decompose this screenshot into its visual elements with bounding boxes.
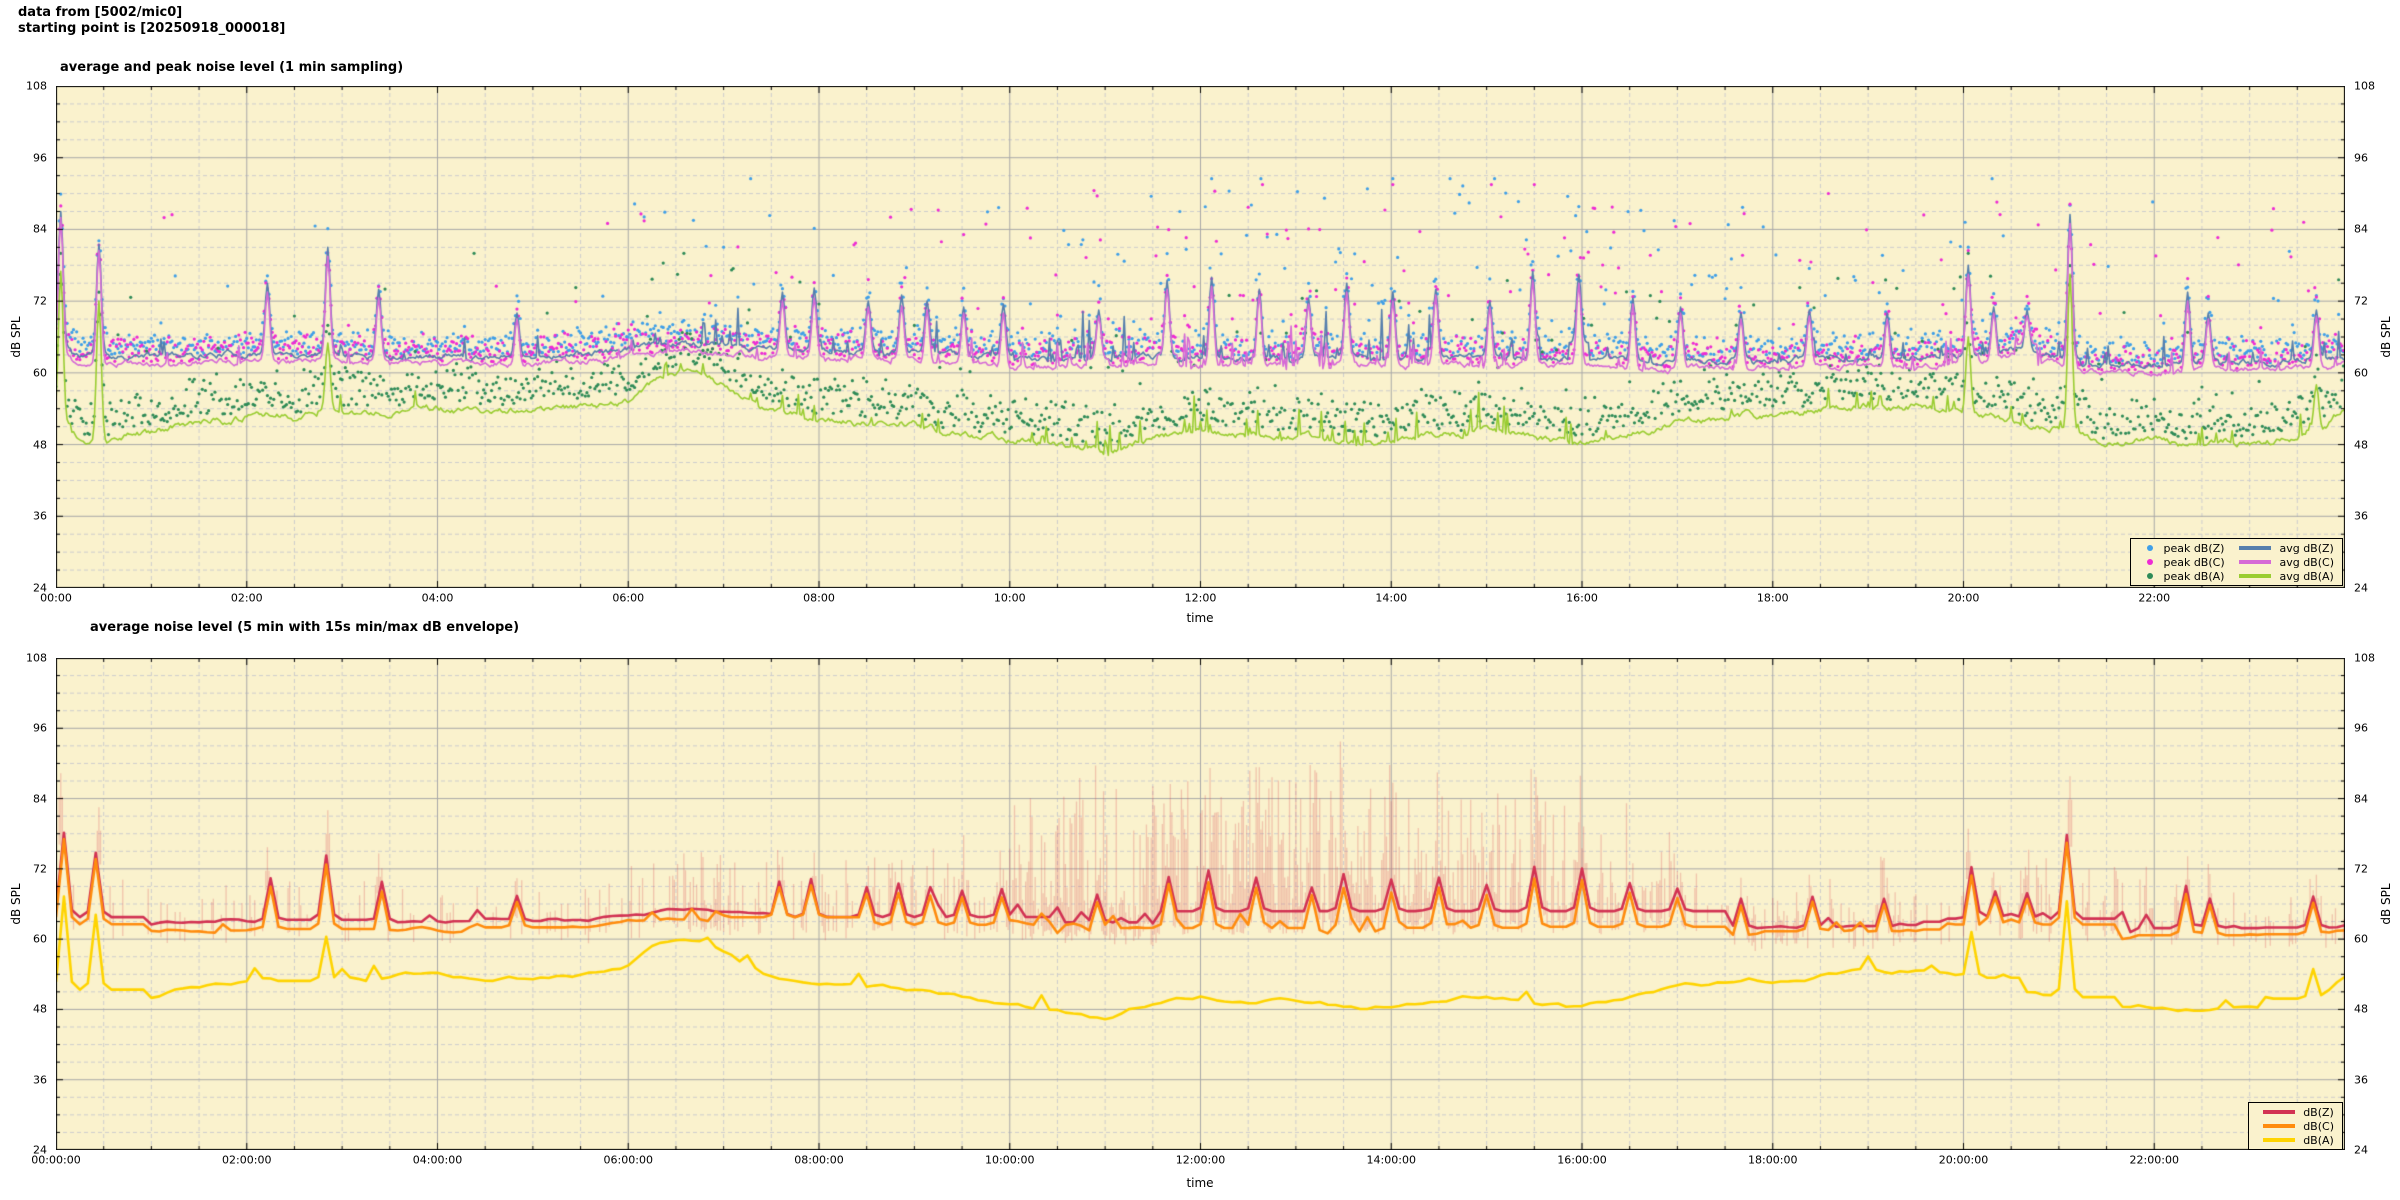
legend-line-marker — [2263, 1124, 2296, 1128]
legend-row: peak dB(Z) avg dB(Z) — [2139, 541, 2334, 555]
legend-line-marker — [2263, 1138, 2296, 1142]
top-chart-xlabel: time — [1186, 611, 1214, 625]
legend-line-marker — [2239, 546, 2272, 550]
y-tick-label-left: 84 — [33, 792, 47, 806]
bottom-chart-canvas — [56, 658, 2345, 1150]
y-tick-label-left: 36 — [33, 1073, 47, 1087]
x-tick-label: 04:00 — [421, 591, 454, 605]
y-tick-label-right: 72 — [2354, 862, 2368, 876]
y-tick-label-right: 24 — [2354, 581, 2368, 595]
y-tick-label-left: 72 — [33, 862, 47, 876]
legend-row: peak dB(A) avg dB(A) — [2139, 569, 2334, 583]
bottom-chart-xlabel: time — [1186, 1176, 1214, 1190]
legend-entry-label: dB(C) — [2303, 1119, 2334, 1133]
x-tick-label: 02:00:00 — [222, 1153, 272, 1167]
legend-row: dB(C) — [2257, 1119, 2334, 1133]
y-tick-label-left: 60 — [33, 366, 47, 380]
bottom-chart-ylabel-left: dB SPL — [9, 883, 23, 925]
y-tick-label-right: 108 — [2354, 79, 2375, 93]
legend-entry-label: peak dB(A) — [2163, 569, 2225, 583]
y-tick-label-right: 24 — [2354, 1143, 2368, 1157]
x-tick-label: 00:00 — [40, 591, 72, 605]
x-tick-label: 22:00:00 — [2129, 1153, 2179, 1167]
legend-entry-label: avg dB(Z) — [2279, 541, 2334, 555]
bottom-chart-ylabel-right: dB SPL — [2379, 883, 2393, 925]
y-tick-label-left: 96 — [33, 151, 47, 165]
legend-dot-marker — [2147, 559, 2154, 565]
x-tick-label: 00:00:00 — [31, 1153, 81, 1167]
y-tick-label-right: 96 — [2354, 151, 2368, 165]
header-line-1: data from [5002/mic0] — [18, 5, 183, 20]
bottom-chart-legend: dB(Z) dB(C) dB(A) — [2248, 1102, 2343, 1150]
legend-entry-label: peak dB(C) — [2163, 555, 2225, 569]
x-tick-label: 16:00:00 — [1557, 1153, 1607, 1167]
x-tick-label: 16:00 — [1566, 591, 1598, 605]
top-chart-ylabel-left: dB SPL — [9, 316, 23, 358]
top-chart-canvas — [56, 86, 2345, 588]
y-tick-label-right: 84 — [2354, 222, 2368, 236]
x-tick-label: 08:00:00 — [794, 1153, 844, 1167]
legend-dot-marker — [2147, 573, 2154, 579]
x-tick-label: 14:00:00 — [1366, 1153, 1416, 1167]
y-tick-label-right: 96 — [2354, 721, 2368, 735]
legend-line-marker — [2239, 560, 2272, 564]
y-tick-label-left: 108 — [26, 651, 47, 665]
x-tick-label: 20:00 — [1947, 591, 1980, 605]
legend-entry-label: dB(Z) — [2303, 1105, 2334, 1119]
x-tick-label: 18:00 — [1756, 591, 1789, 605]
legend-row: dB(A) — [2257, 1133, 2334, 1147]
y-tick-label-left: 72 — [33, 294, 47, 308]
x-tick-label: 10:00 — [993, 591, 1026, 605]
x-tick-label: 12:00 — [1184, 591, 1217, 605]
top-chart-legend: peak dB(Z) avg dB(Z) peak dB(C) avg dB(C) pe… — [2130, 538, 2343, 586]
legend-line-marker — [2239, 574, 2272, 578]
y-tick-label-left: 24 — [33, 581, 47, 595]
y-tick-label-left: 60 — [33, 932, 47, 946]
top-chart-title: average and peak noise level (1 min samp… — [60, 60, 404, 75]
x-tick-label: 06:00 — [612, 591, 645, 605]
y-tick-label-left: 48 — [33, 438, 47, 452]
legend-row: dB(Z) — [2257, 1105, 2334, 1119]
y-tick-label-right: 72 — [2354, 294, 2368, 308]
legend-row: peak dB(C) avg dB(C) — [2139, 555, 2334, 569]
y-tick-label-left: 96 — [33, 721, 47, 735]
top-chart-ylabel-right: dB SPL — [2379, 316, 2393, 358]
bottom-chart-title: average noise level (5 min with 15s min/… — [90, 620, 520, 635]
x-tick-label: 08:00 — [803, 591, 835, 605]
x-tick-label: 10:00:00 — [985, 1153, 1035, 1167]
x-tick-label: 20:00:00 — [1938, 1153, 1989, 1167]
y-tick-label-right: 108 — [2354, 651, 2375, 665]
x-tick-label: 22:00 — [2138, 591, 2171, 605]
y-tick-label-right: 48 — [2354, 438, 2368, 452]
y-tick-label-left: 36 — [33, 509, 47, 523]
legend-entry-label: dB(A) — [2303, 1133, 2334, 1147]
y-tick-label-right: 48 — [2354, 1002, 2368, 1016]
y-tick-label-right: 84 — [2354, 792, 2368, 806]
header-line-2: starting point is [20250918_000018] — [18, 21, 286, 36]
legend-entry-label: peak dB(Z) — [2163, 541, 2225, 555]
legend-line-marker — [2263, 1110, 2296, 1114]
x-tick-label: 06:00:00 — [603, 1153, 653, 1167]
y-tick-label-left: 84 — [33, 222, 47, 236]
y-tick-label-right: 36 — [2354, 1073, 2368, 1087]
x-tick-label: 02:00 — [230, 591, 263, 605]
legend-dot-marker — [2147, 545, 2154, 551]
x-tick-label: 14:00 — [1375, 591, 1408, 605]
y-tick-label-right: 60 — [2354, 366, 2368, 380]
y-tick-label-left: 108 — [26, 79, 47, 93]
x-tick-label: 04:00:00 — [412, 1153, 463, 1167]
x-tick-label: 12:00:00 — [1175, 1153, 1226, 1167]
y-tick-label-left: 48 — [33, 1002, 47, 1016]
y-tick-label-right: 36 — [2354, 509, 2368, 523]
legend-entry-label: avg dB(A) — [2279, 569, 2334, 583]
x-tick-label: 18:00:00 — [1748, 1153, 1798, 1167]
legend-entry-label: avg dB(C) — [2279, 555, 2334, 569]
y-tick-label-left: 24 — [33, 1143, 47, 1157]
y-tick-label-right: 60 — [2354, 932, 2368, 946]
